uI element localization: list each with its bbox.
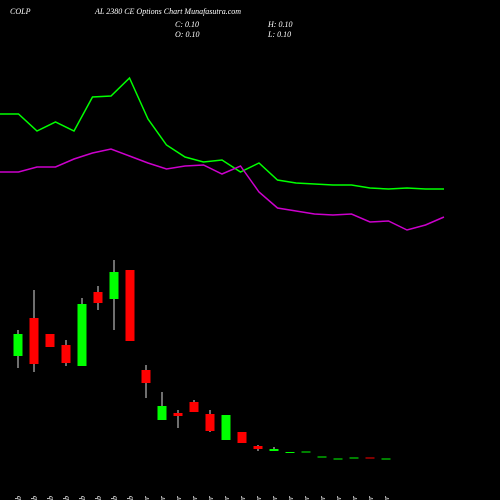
x-tick-label: 11 Mar: [238, 495, 247, 500]
x-tick-label: 23 Mar: [350, 495, 359, 500]
candle-body: [109, 272, 119, 299]
candle-body: [381, 458, 391, 460]
x-tick-label: 04 Mar: [158, 495, 167, 500]
candle-body: [77, 304, 87, 366]
x-tick-label: 05 Mar: [174, 495, 183, 500]
candle-body: [189, 402, 199, 412]
x-tick-label: 16 Mar: [286, 495, 295, 500]
x-tick-label: 10 Mar: [222, 495, 231, 500]
x-tick-label: 26 Feb: [110, 496, 119, 500]
x-tick-label: 20 Feb: [46, 496, 55, 500]
x-tick-label: 17 Mar: [302, 495, 311, 500]
candle-body: [237, 432, 247, 443]
candle-body: [45, 334, 55, 347]
candle-body: [157, 406, 167, 420]
candle-body: [13, 334, 23, 356]
candle-body: [173, 413, 183, 416]
chart-title: COLP: [10, 7, 31, 16]
ohlc-info: C: 0.10: [175, 20, 199, 29]
x-tick-label: 24 Mar: [366, 495, 375, 500]
candle-body: [221, 415, 231, 440]
candle-body: [205, 414, 215, 431]
candle-body: [269, 449, 279, 451]
chart-title: AL 2380 CE Options Chart Munafasutra.com: [94, 7, 241, 16]
x-tick-label: 19 Feb: [30, 496, 39, 500]
x-tick-label: 18 Feb: [14, 496, 23, 500]
candle-body: [253, 446, 263, 449]
candle-body: [29, 318, 39, 364]
candle-body: [61, 345, 71, 363]
x-tick-label: 20 Mar: [334, 495, 343, 500]
x-tick-label: 24 Feb: [78, 496, 87, 500]
candle-body: [285, 452, 295, 453]
candle-body: [317, 456, 327, 458]
ohlc-info: O: 0.10: [175, 30, 199, 39]
ohlc-info: L: 0.10: [267, 30, 291, 39]
candle-body: [333, 458, 343, 460]
candle-body: [125, 270, 135, 341]
x-tick-label: 27 Feb: [126, 496, 135, 500]
candle-body: [349, 457, 359, 459]
x-tick-label: 18 Mar: [318, 495, 327, 500]
candle-body: [141, 370, 151, 383]
x-tick-label: 25 Mar: [382, 495, 391, 500]
x-tick-label: 25 Feb: [94, 496, 103, 500]
x-tick-label: 06 Mar: [190, 495, 199, 500]
indicator-line: [0, 76, 444, 190]
x-tick-label: 09 Mar: [206, 495, 215, 500]
indicator-line: [0, 148, 445, 231]
candle-body: [93, 292, 103, 303]
x-tick-label: 23 Feb: [62, 496, 71, 500]
x-tick-label: 13 Mar: [270, 495, 279, 500]
x-tick-label: 12 Mar: [254, 495, 263, 500]
x-tick-label: 02 Mar: [142, 495, 151, 500]
candle-body: [301, 451, 311, 453]
candle-body: [365, 457, 375, 459]
ohlc-info: H: 0.10: [267, 20, 292, 29]
